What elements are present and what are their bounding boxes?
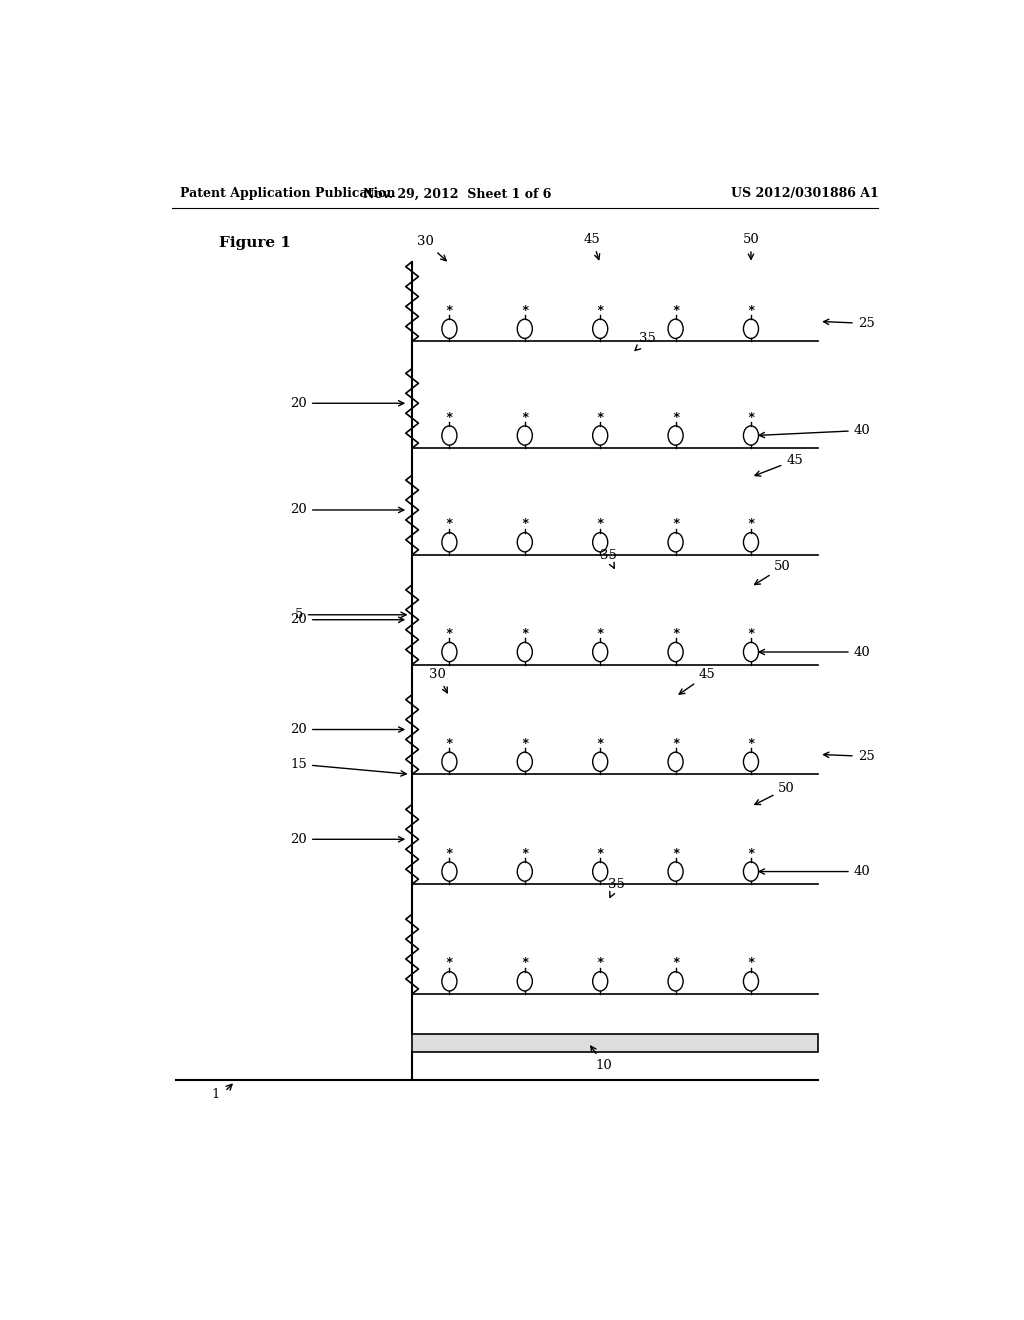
Text: *: * <box>521 846 528 859</box>
Text: 50: 50 <box>755 561 792 585</box>
Text: 35: 35 <box>607 878 625 898</box>
Text: *: * <box>596 627 604 640</box>
Text: *: * <box>521 627 528 640</box>
Text: 40: 40 <box>759 645 870 659</box>
Text: *: * <box>445 846 454 859</box>
Text: *: * <box>521 304 528 317</box>
Text: 10: 10 <box>591 1047 612 1072</box>
Text: *: * <box>445 627 454 640</box>
Text: 5: 5 <box>295 609 407 622</box>
Text: *: * <box>672 957 679 969</box>
Text: *: * <box>748 627 755 640</box>
Text: *: * <box>596 957 604 969</box>
Text: *: * <box>521 517 528 531</box>
Text: 50: 50 <box>755 781 795 804</box>
Text: *: * <box>596 846 604 859</box>
Text: *: * <box>748 517 755 531</box>
Text: *: * <box>748 411 755 424</box>
Text: *: * <box>748 737 755 750</box>
Text: Nov. 29, 2012  Sheet 1 of 6: Nov. 29, 2012 Sheet 1 of 6 <box>364 187 552 201</box>
Text: 35: 35 <box>635 333 656 351</box>
Text: *: * <box>445 737 454 750</box>
Text: *: * <box>521 411 528 424</box>
Text: 30: 30 <box>417 235 446 261</box>
Text: 20: 20 <box>290 723 403 737</box>
Bar <box>412 1034 818 1052</box>
Text: *: * <box>672 627 679 640</box>
Text: *: * <box>445 304 454 317</box>
Text: *: * <box>596 304 604 317</box>
Text: *: * <box>596 737 604 750</box>
Text: 45: 45 <box>679 668 716 694</box>
Text: *: * <box>672 517 679 531</box>
Text: *: * <box>672 411 679 424</box>
Text: 45: 45 <box>584 234 601 260</box>
Text: 20: 20 <box>290 397 403 409</box>
Text: 20: 20 <box>290 614 403 626</box>
Text: Patent Application Publication: Patent Application Publication <box>179 187 395 201</box>
Text: *: * <box>521 957 528 969</box>
Text: *: * <box>445 957 454 969</box>
Text: *: * <box>748 304 755 317</box>
Text: 40: 40 <box>759 424 870 438</box>
Text: 15: 15 <box>290 758 407 776</box>
Text: *: * <box>596 411 604 424</box>
Text: *: * <box>672 846 679 859</box>
Text: Figure 1: Figure 1 <box>219 236 291 249</box>
Text: 30: 30 <box>429 668 447 693</box>
Text: 25: 25 <box>823 750 874 763</box>
Text: *: * <box>672 737 679 750</box>
Text: 40: 40 <box>759 865 870 878</box>
Text: *: * <box>445 517 454 531</box>
Text: 20: 20 <box>290 503 403 516</box>
Text: US 2012/0301886 A1: US 2012/0301886 A1 <box>731 187 879 201</box>
Text: *: * <box>672 304 679 317</box>
Text: 20: 20 <box>290 833 403 846</box>
Text: 25: 25 <box>823 317 874 330</box>
Text: *: * <box>445 411 454 424</box>
Text: *: * <box>596 517 604 531</box>
Text: 35: 35 <box>600 549 616 569</box>
Text: *: * <box>748 957 755 969</box>
Text: 45: 45 <box>755 454 803 477</box>
Text: 1: 1 <box>211 1088 219 1101</box>
Text: *: * <box>748 846 755 859</box>
Text: *: * <box>521 737 528 750</box>
Text: 50: 50 <box>742 234 760 259</box>
